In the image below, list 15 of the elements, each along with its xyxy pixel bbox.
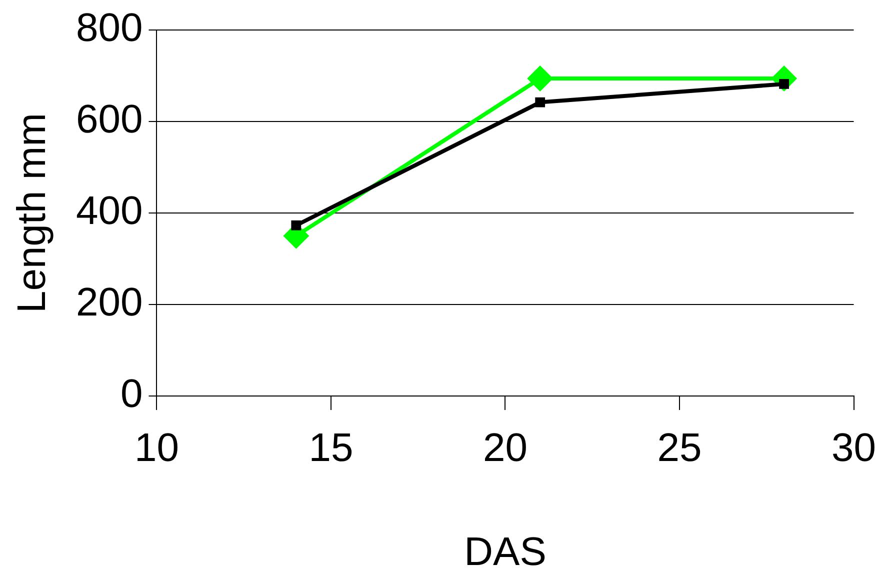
y-tick-label: 800: [76, 6, 143, 50]
x-tick-label: 25: [657, 426, 702, 470]
point: [291, 220, 302, 230]
y-tick-label: 0: [120, 372, 143, 416]
x-tick-label: 15: [308, 426, 354, 470]
y-tick-label: 400: [76, 189, 143, 234]
x-tick-label: 20: [482, 426, 528, 470]
x-tick-label: 10: [134, 426, 179, 470]
y-tick-label: 600: [76, 98, 143, 142]
point: [779, 79, 789, 89]
x-axis-title: DAS: [464, 530, 546, 574]
point: [535, 97, 546, 108]
y-tick-label: 200: [76, 280, 143, 325]
y-axis-title: Length mm: [10, 112, 54, 314]
x-tick-label: 30: [832, 426, 876, 470]
